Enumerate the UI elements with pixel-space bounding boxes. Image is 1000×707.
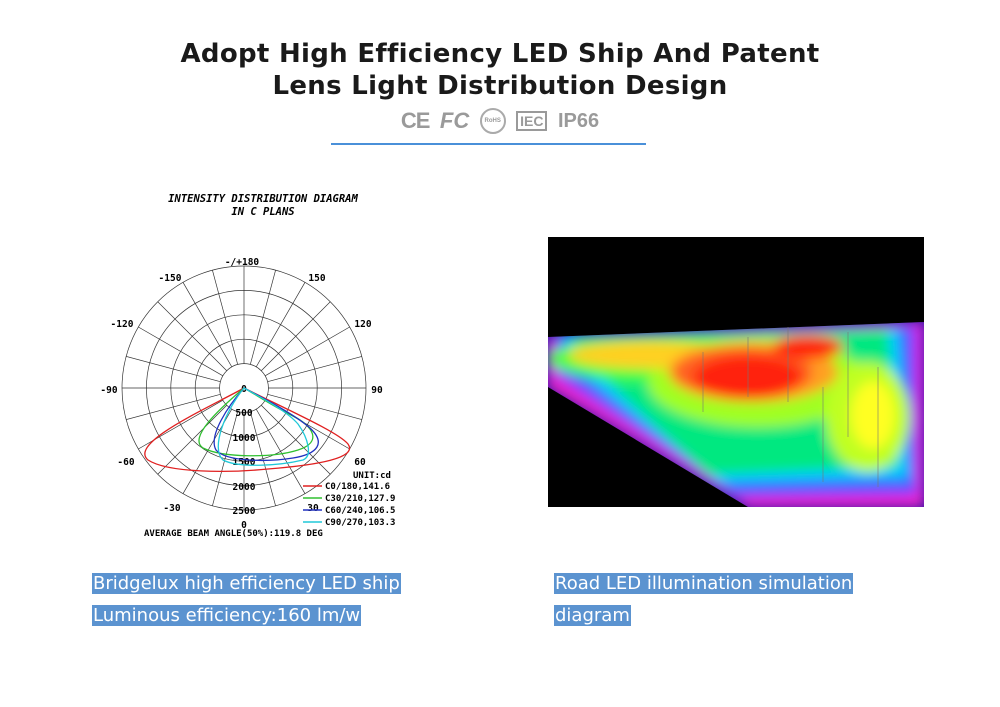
legend: C0/180,141.6 C30/210,127.9 C60/240,106.5… (303, 482, 395, 528)
radial-label-500: 500 (235, 408, 252, 419)
grid-spoke (212, 411, 239, 506)
grid-spoke (267, 356, 362, 383)
ce-logo: CE (400, 108, 431, 133)
light-poles (702, 327, 879, 487)
title-line-1: Adopt High Efficiency LED Ship And Paten… (180, 39, 820, 69)
left-caption: Bridgelux high efficiency LED ship Lumin… (92, 568, 401, 632)
distribution-curves (144, 387, 351, 472)
angle-label-60: 60 (354, 457, 366, 468)
legend-label-c90: C90/270,103.3 (325, 518, 395, 528)
angle-label-neg120: -120 (111, 319, 134, 330)
angle-label-90: 90 (371, 385, 383, 396)
angle-label-neg150: -150 (159, 273, 182, 284)
curve-c90-270 (217, 387, 310, 466)
grid-spoke (255, 282, 306, 368)
title-divider (331, 143, 646, 145)
simulation-heatmap (548, 322, 924, 507)
grid-spoke (126, 393, 221, 420)
road-illumination-simulation-image (548, 237, 924, 507)
left-caption-line-2: Luminous efficiency:160 lm/w (92, 605, 362, 626)
ip66-logo: IP66 (557, 109, 600, 132)
intensity-distribution-diagram: INTENSITY DISTRIBUTION DIAGRAM IN C PLAN… (98, 188, 428, 548)
angle-labels: -/+180 -150 150 -120 120 -90 90 -60 60 -… (100, 257, 383, 514)
grid-spoke (138, 399, 224, 450)
curve-c0-180 (144, 387, 351, 472)
beam-angle-label: AVERAGE BEAM ANGLE(50%):119.8 DEG (144, 529, 323, 539)
radial-labels: 500 1000 1500 2000 2500 0 (233, 408, 256, 531)
angle-label-neg90: -90 (100, 385, 117, 396)
right-caption-line-2: diagram (554, 605, 631, 626)
radial-label-1500: 1500 (233, 457, 256, 468)
grid-spoke (261, 405, 331, 475)
angle-label-30: 30 (307, 503, 319, 514)
grid-spoke (182, 282, 233, 368)
grid-spoke (126, 356, 221, 383)
right-caption-line-1: Road LED illumination simulation (554, 573, 854, 594)
grid-spoke (255, 408, 306, 494)
fc-logo: FC (439, 108, 470, 133)
grid-spoke (212, 270, 239, 365)
angle-label-150: 150 (308, 273, 325, 284)
polar-plot: -/+180 -150 150 -120 120 -90 90 -60 60 -… (100, 257, 395, 539)
radial-label-1000: 1000 (233, 433, 256, 444)
grid-spoke (267, 393, 362, 420)
page-title: Adopt High Efficiency LED Ship And Paten… (0, 38, 1000, 102)
rohs-logo: RoHS (479, 108, 506, 134)
angle-label-180: -/+180 (225, 257, 260, 268)
grid-spoke (138, 326, 224, 377)
radial-label-2000: 2000 (233, 482, 256, 493)
grid-spoke (249, 270, 276, 365)
angle-label-neg30: -30 (163, 503, 180, 514)
radial-label-2500: 2500 (233, 506, 256, 517)
right-caption: Road LED illumination simulation diagram (554, 568, 854, 632)
unit-label: UNIT:cd (353, 471, 391, 481)
diagram-title-line-2: IN C PLANS (231, 206, 295, 218)
legend-label-c60: C60/240,106.5 (325, 506, 395, 516)
grid-spoke (264, 326, 350, 377)
left-caption-line-1: Bridgelux high efficiency LED ship (92, 573, 401, 594)
grid-spoke (157, 301, 227, 371)
angle-label-neg60: -60 (117, 457, 134, 468)
polar-grid (121, 265, 367, 511)
grid-spoke (249, 411, 276, 506)
certification-logos: CE FC RoHS IEC IP66 (0, 108, 1000, 134)
grid-spoke (261, 301, 331, 371)
legend-label-c0: C0/180,141.6 (325, 482, 390, 492)
diagram-title-line-1: INTENSITY DISTRIBUTION DIAGRAM (168, 193, 358, 205)
title-line-2: Lens Light Distribution Design (272, 71, 728, 101)
center-label: 0 (241, 384, 247, 395)
iec-logo: IEC (516, 111, 548, 131)
grid-spoke (157, 405, 227, 475)
diagram-title: INTENSITY DISTRIBUTION DIAGRAM IN C PLAN… (98, 193, 428, 219)
radial-label-end: 0 (241, 520, 247, 531)
legend-label-c30: C30/210,127.9 (325, 494, 395, 504)
curve-c60-240 (213, 387, 319, 462)
angle-label-120: 120 (354, 319, 371, 330)
